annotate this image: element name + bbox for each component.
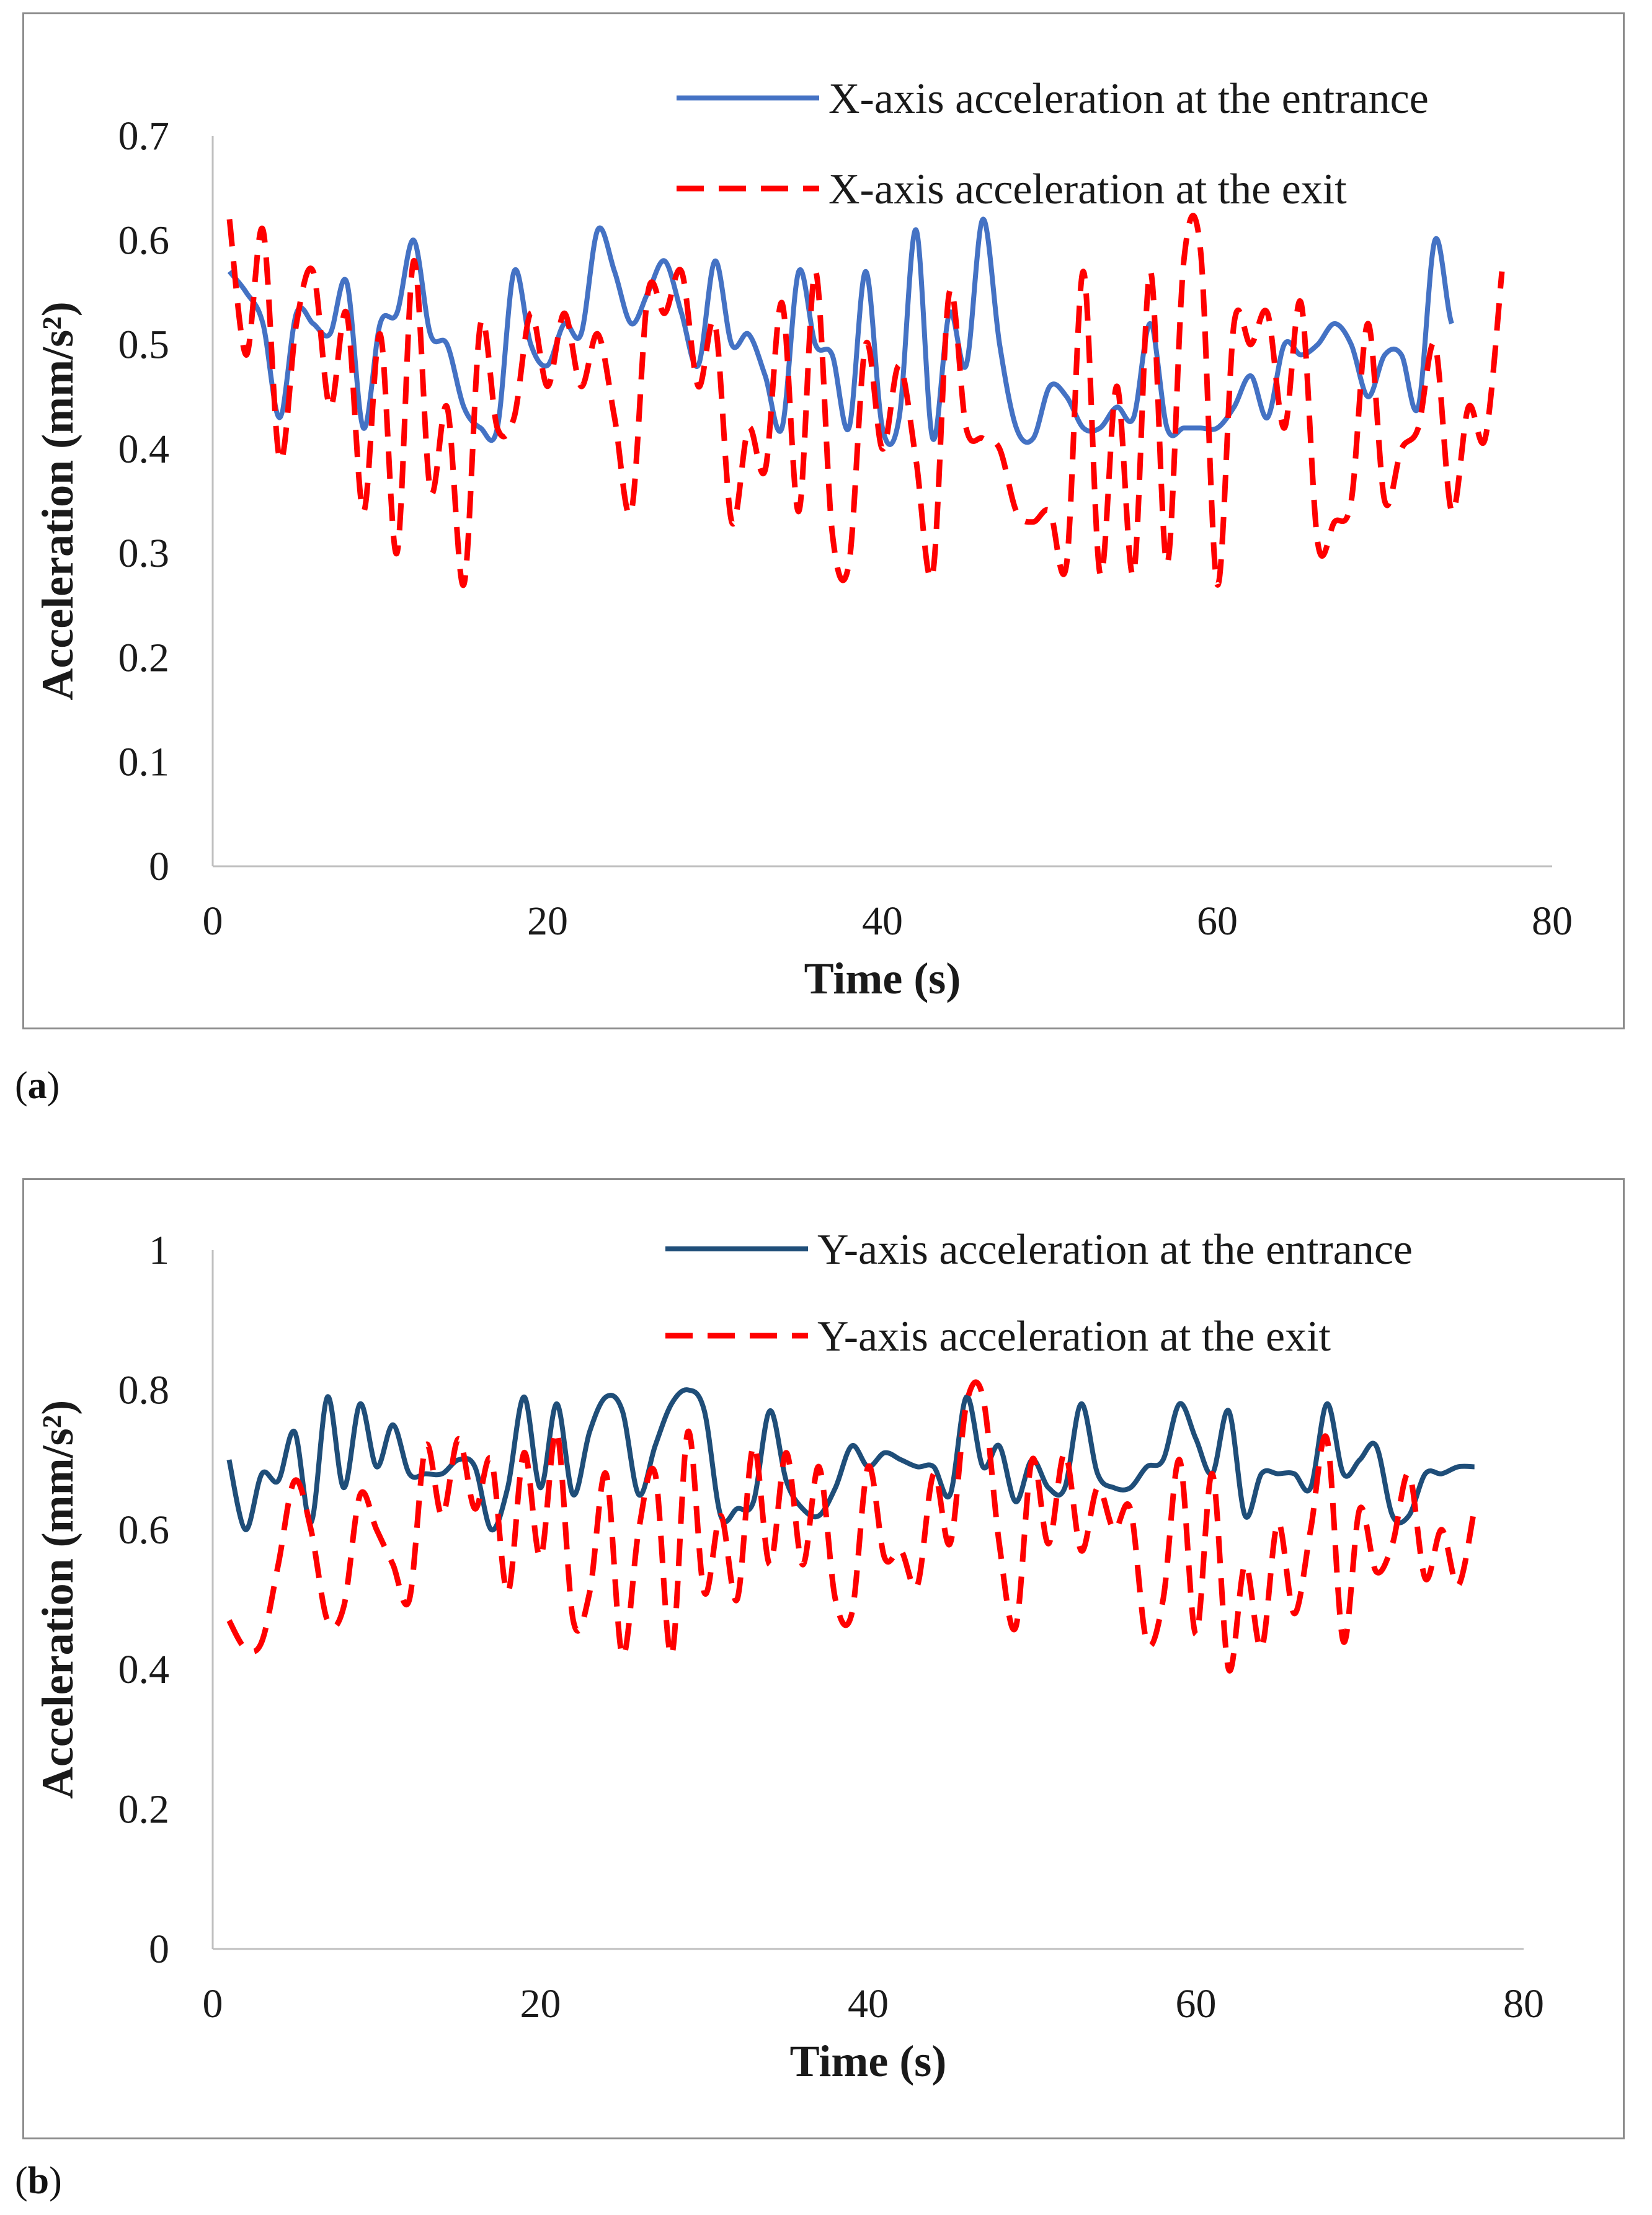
x-tick-label: 80 xyxy=(1503,1981,1544,2026)
legend-label: X-axis acceleration at the exit xyxy=(828,166,1347,213)
y-tick-label: 0.2 xyxy=(118,1787,170,1832)
x-tick-label: 0 xyxy=(203,899,223,944)
x-tick-label: 60 xyxy=(1197,899,1238,944)
series-line-entrance xyxy=(227,216,1454,447)
y-tick-label: 0.4 xyxy=(118,427,170,472)
chart-panel-b: 0 0.2 0.4 0.6 0.8 1 0 20 40 60 80 Time (s) Accelerat… xyxy=(22,1178,1625,2139)
y-axis-title: Acceleration (mm/s²) xyxy=(33,1400,82,1799)
y-tick-label: 1 xyxy=(149,1228,169,1273)
y-tick-label: 0 xyxy=(149,844,169,889)
y-tick-label: 0.6 xyxy=(118,1507,170,1553)
y-tick-label: 0.3 xyxy=(118,531,170,576)
panel-b-caption: (b) xyxy=(15,2160,62,2202)
legend-label: Y-axis acceleration at the entrance xyxy=(817,1226,1413,1274)
legend-label: Y-axis acceleration at the exit xyxy=(817,1313,1331,1361)
chart-a-svg: 0 0.1 0.2 0.3 0.4 0.5 0.6 0.7 0 20 40 60 80 Time (s) A… xyxy=(33,75,1573,1003)
y-tick-label: 0.1 xyxy=(118,740,170,785)
y-tick-label: 0.8 xyxy=(118,1367,170,1413)
panel-a-label: a xyxy=(27,1065,47,1107)
panel-a-caption: (a) xyxy=(15,1065,60,1107)
series-line-exit xyxy=(226,1379,1478,1674)
x-tick-label: 0 xyxy=(203,1981,223,2026)
legend-label: X-axis acceleration at the entrance xyxy=(828,75,1429,123)
panel-b-label: b xyxy=(27,2160,50,2202)
y-tick-label: 0.7 xyxy=(118,113,170,159)
x-tick-label: 80 xyxy=(1532,899,1573,944)
series-line-entrance xyxy=(226,1387,1475,1533)
x-tick-label: 60 xyxy=(1176,1981,1217,2026)
y-tick-label: 0.5 xyxy=(118,322,170,368)
x-tick-label: 20 xyxy=(520,1981,561,2026)
chart-b-svg: 0 0.2 0.4 0.6 0.8 1 0 20 40 60 80 Time (s) Accelerat… xyxy=(33,1226,1544,2086)
y-tick-label: 0.2 xyxy=(118,635,170,680)
series-line-exit xyxy=(226,213,1505,588)
y-tick-label: 0.4 xyxy=(118,1647,170,1692)
x-tick-label: 40 xyxy=(862,899,903,944)
y-tick-label: 0.6 xyxy=(118,218,170,263)
x-tick-label: 40 xyxy=(848,1981,889,2026)
x-axis-title: Time (s) xyxy=(790,2036,947,2086)
y-axis-title: Acceleration (mm/s²) xyxy=(33,301,82,700)
chart-panel-a: 0 0.1 0.2 0.3 0.4 0.5 0.6 0.7 0 20 40 60 80 Time (s) A… xyxy=(22,12,1625,1029)
y-tick-label: 0 xyxy=(149,1927,169,1972)
x-axis-title: Time (s) xyxy=(804,954,961,1003)
x-tick-label: 20 xyxy=(527,899,568,944)
